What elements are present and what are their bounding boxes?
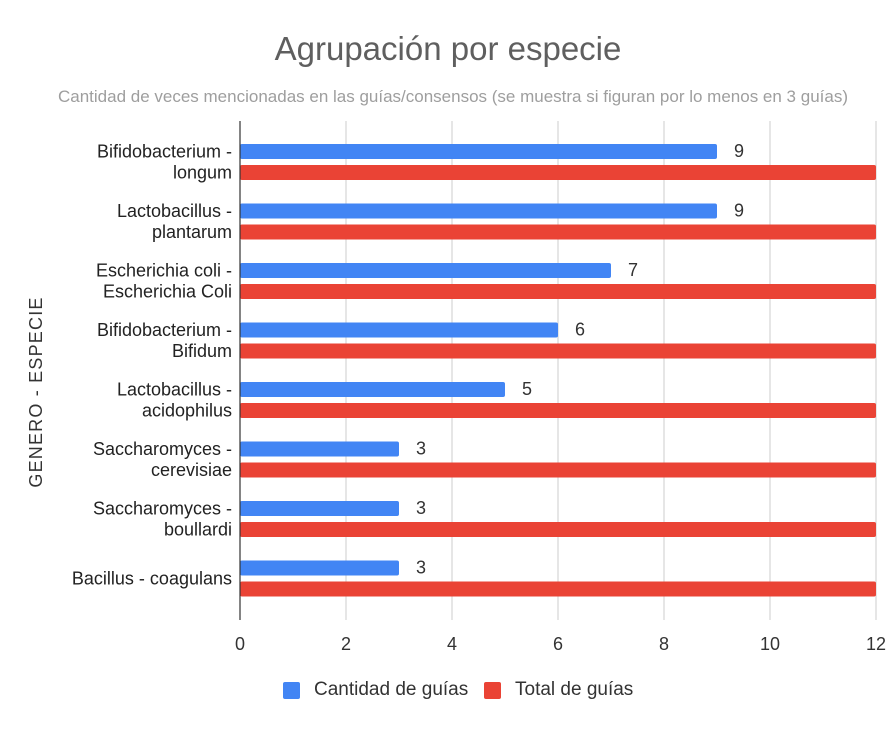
legend-swatch xyxy=(283,681,300,699)
x-tick-label: 8 xyxy=(659,634,669,654)
bar-cantidad xyxy=(240,144,717,159)
data-label: 7 xyxy=(628,260,638,280)
category-label-line: acidophilus xyxy=(142,401,232,421)
legend-label: Total de guías xyxy=(515,679,634,700)
bar-cantidad xyxy=(240,382,505,397)
data-label: 9 xyxy=(734,201,744,221)
x-tick-label: 0 xyxy=(235,634,245,654)
chart-title: Agrupación por especie xyxy=(274,30,622,67)
x-tick-label: 6 xyxy=(553,634,563,654)
bar-cantidad xyxy=(240,441,399,457)
category-label-line: Lactobacillus - xyxy=(117,380,232,400)
category-label-line: Lactobacillus - xyxy=(117,201,232,221)
y-axis-label: GENERO - ESPECIE xyxy=(26,296,46,487)
data-label: 3 xyxy=(416,439,426,459)
bar-total xyxy=(240,581,876,597)
category-label-line: Bifidobacterium - xyxy=(97,142,232,162)
bar-cantidad xyxy=(240,560,399,576)
x-tick-label: 10 xyxy=(760,634,780,654)
category-label-line: boullardi xyxy=(164,520,232,540)
data-label: 3 xyxy=(416,498,426,518)
bar-cantidad xyxy=(240,322,558,338)
category-label-line: Saccharomyces - xyxy=(93,439,232,459)
x-tick-label: 4 xyxy=(447,634,457,654)
bar-total xyxy=(240,343,876,359)
bar-total xyxy=(240,165,876,180)
bar-total xyxy=(240,462,876,478)
category-label: Bacillus - coagulans xyxy=(72,569,232,589)
category-label: Escherichia coli -Escherichia Coli xyxy=(96,261,232,302)
bar-total xyxy=(240,522,876,537)
bar-cantidad xyxy=(240,263,611,278)
bar-cantidad xyxy=(240,203,717,219)
legend-swatch xyxy=(484,681,501,699)
data-label: 6 xyxy=(575,320,585,340)
bars xyxy=(240,144,876,597)
axes: 0 2 4 6 8 10 12 xyxy=(235,121,886,654)
legend-item-total: Total de guías xyxy=(484,679,633,701)
bar-total xyxy=(240,284,876,299)
data-label: 5 xyxy=(522,379,532,399)
category-label-line: Bifidobacterium - xyxy=(97,320,232,340)
category-label-line: Saccharomyces - xyxy=(93,499,232,519)
category-label-line: Bacillus - coagulans xyxy=(72,569,232,589)
x-tick-label: 2 xyxy=(341,634,351,654)
bar-total xyxy=(240,224,876,240)
category-label-line: Escherichia Coli xyxy=(103,282,232,302)
category-label-line: cerevisiae xyxy=(151,460,232,480)
bar-cantidad xyxy=(240,501,399,516)
category-label: Bifidobacterium -Bifidum xyxy=(97,320,232,361)
category-label-line: plantarum xyxy=(152,222,232,242)
category-label-line: Escherichia coli - xyxy=(96,261,232,281)
x-tick-label: 12 xyxy=(866,634,886,654)
category-label: Lactobacillus -acidophilus xyxy=(117,380,232,421)
category-label-line: Bifidum xyxy=(172,341,232,361)
chart-subtitle: Cantidad de veces mencionadas en las guí… xyxy=(57,87,848,106)
grid xyxy=(345,121,877,620)
category-label: Lactobacillus -plantarum xyxy=(117,201,232,242)
data-label: 3 xyxy=(416,558,426,578)
category-label: Bifidobacterium -longum xyxy=(97,142,232,183)
bar-total xyxy=(240,403,876,418)
data-label: 9 xyxy=(734,141,744,161)
category-label: Saccharomyces -cerevisiae xyxy=(93,439,232,480)
legend-label: Cantidad de guías xyxy=(314,679,469,700)
legend: Cantidad de guías Total de guías xyxy=(0,679,896,703)
legend-item-cantidad: Cantidad de guías xyxy=(283,679,468,701)
category-label: Saccharomyces -boullardi xyxy=(93,499,232,540)
category-label-line: longum xyxy=(173,163,232,183)
